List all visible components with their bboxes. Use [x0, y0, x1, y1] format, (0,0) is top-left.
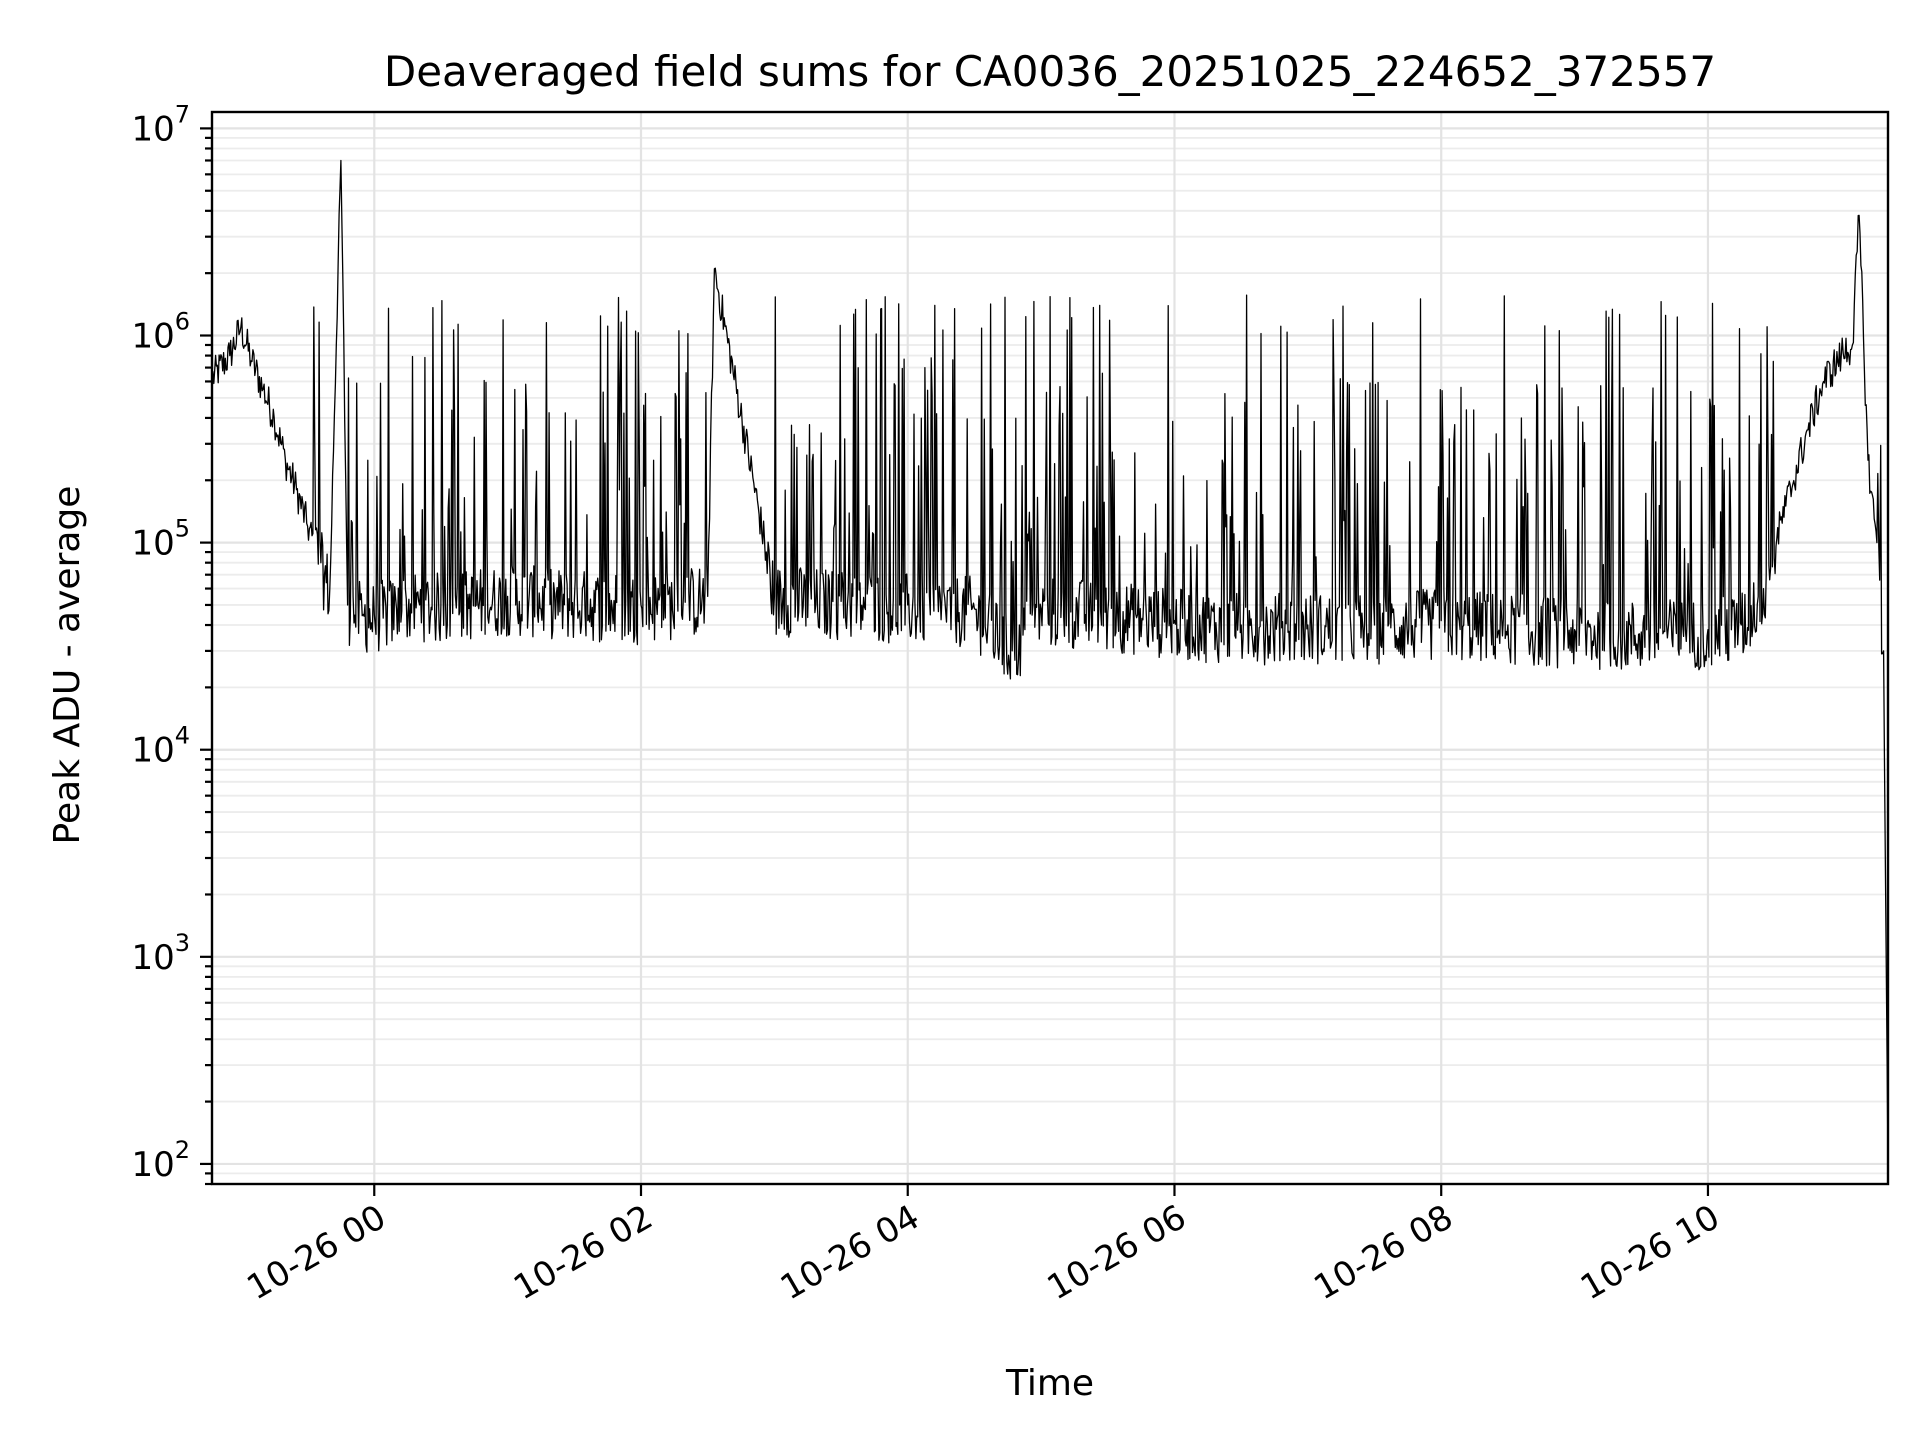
- y-tick-base: 10: [131, 317, 174, 357]
- y-tick-base: 10: [131, 731, 174, 771]
- y-axis-label: Peak ADU - average: [47, 486, 88, 845]
- y-tick-exponent: 2: [175, 1136, 190, 1164]
- y-tick-exponent: 4: [175, 722, 190, 750]
- x-axis-label: Time: [1005, 1363, 1094, 1404]
- y-tick-label: 103: [131, 929, 190, 978]
- y-tick-base: 10: [131, 109, 174, 149]
- x-tick-label: 10-26 04: [774, 1197, 926, 1308]
- y-axis: 102103104105106107: [131, 100, 212, 1185]
- series-layer: [212, 161, 1888, 1164]
- series-line-0: [212, 161, 1888, 1164]
- y-tick-exponent: 6: [175, 308, 190, 336]
- y-tick-base: 10: [131, 1145, 174, 1185]
- y-tick-exponent: 5: [175, 515, 190, 543]
- chart-title: Deaveraged field sums for CA0036_2025102…: [384, 47, 1716, 96]
- y-tick-label: 105: [131, 515, 190, 564]
- y-tick-label: 104: [131, 722, 190, 771]
- x-tick-label: 10-26 02: [507, 1197, 659, 1308]
- x-tick-label: 10-26 06: [1041, 1197, 1193, 1308]
- y-tick-label: 106: [131, 308, 190, 357]
- y-tick-label: 102: [131, 1136, 190, 1185]
- y-tick-exponent: 7: [175, 100, 190, 128]
- y-tick-base: 10: [131, 524, 174, 564]
- x-tick-label: 10-26 08: [1307, 1197, 1459, 1308]
- y-tick-exponent: 3: [175, 929, 190, 957]
- y-tick-label: 107: [131, 100, 190, 149]
- x-axis: 10-26 00 10-26 02 10-26 04 10-26 06 10-26 08…: [240, 1184, 1726, 1308]
- x-tick-label: 10-26 00: [240, 1197, 392, 1308]
- x-tick-label: 10-26 10: [1574, 1197, 1726, 1308]
- y-tick-base: 10: [131, 938, 174, 978]
